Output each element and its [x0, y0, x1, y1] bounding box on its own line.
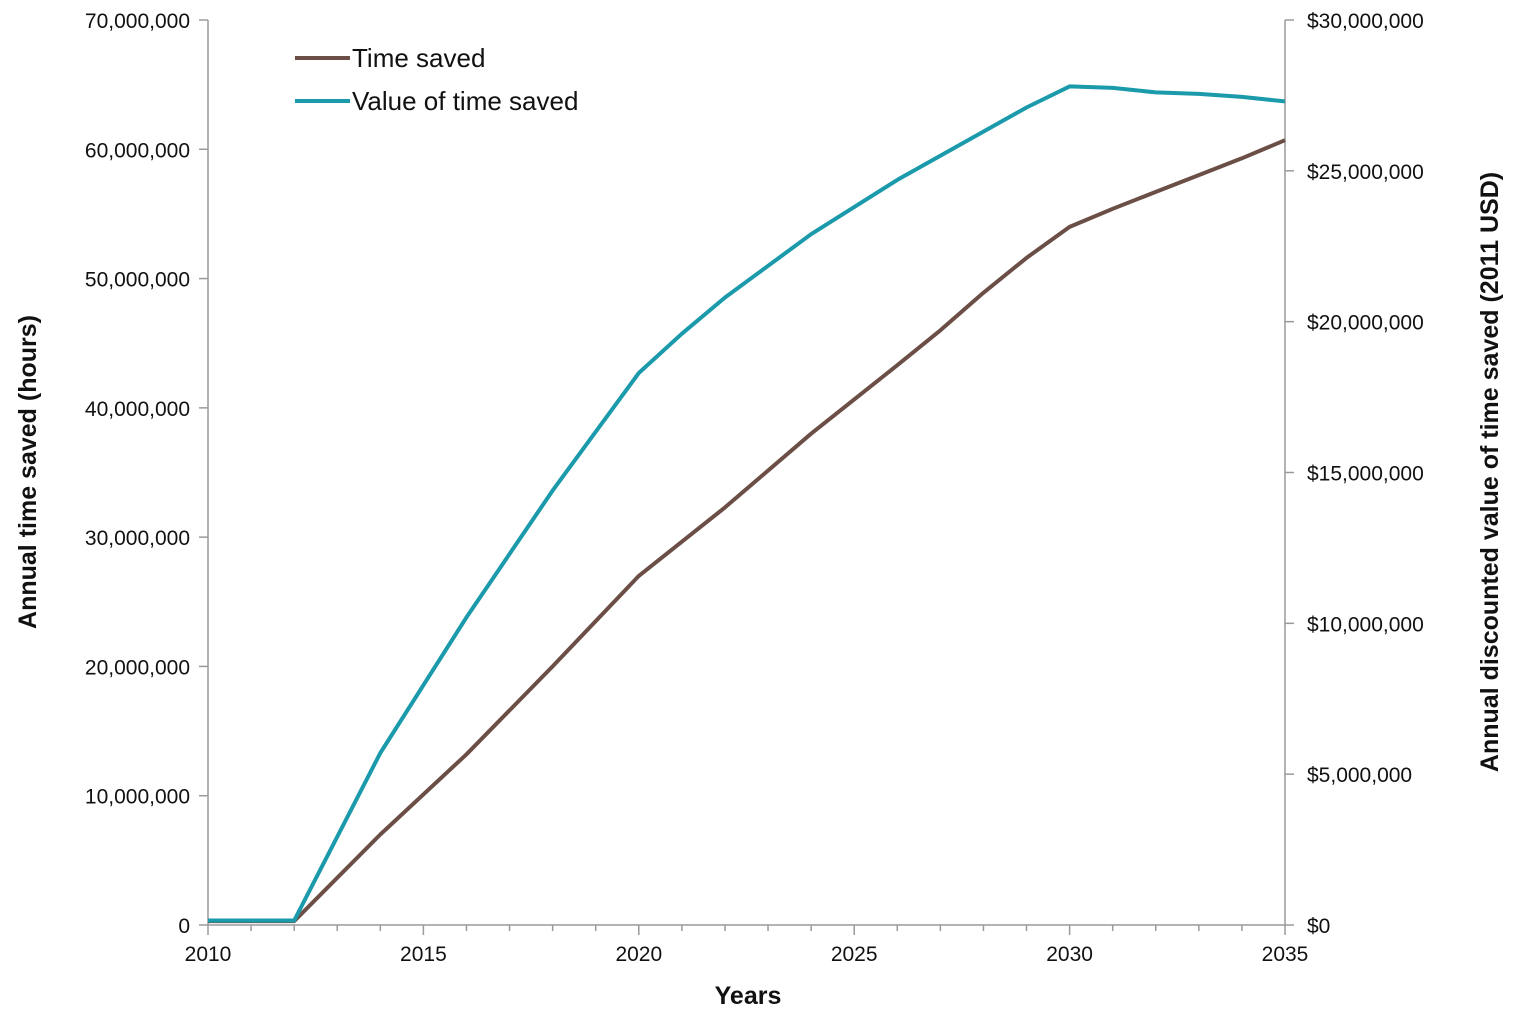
y-left-tick-label: 10,000,000 [85, 786, 190, 809]
y-left-tick-label: 30,000,000 [85, 527, 190, 550]
y-axis-right-title: Annual discounted value of time saved (2… [1476, 172, 1504, 772]
y-left-tick-label: 20,000,000 [85, 656, 190, 679]
y-axis-left-title: Annual time saved (hours) [14, 315, 42, 629]
y-left-tick-label: 70,000,000 [85, 10, 190, 33]
x-axis-title: Years [715, 982, 782, 1010]
axes: 2010 2015 2020 2025 2030 2035 0 10,000,000 20,00… [85, 10, 1424, 966]
y-left-tick-label: 0 [178, 915, 190, 938]
y-right-tick-label: $5,000,000 [1307, 764, 1412, 787]
x-tick-label: 2030 [1046, 943, 1093, 966]
legend-label: Time saved [352, 43, 485, 73]
x-tick-label: 2025 [831, 943, 878, 966]
y-right-tick-label: $20,000,000 [1307, 312, 1424, 335]
legend: Time saved Value of time saved [295, 43, 578, 116]
x-tick-label: 2020 [615, 943, 662, 966]
y-left-tick-label: 50,000,000 [85, 269, 190, 292]
legend-label: Value of time saved [352, 86, 578, 116]
y-right-tick-label: $0 [1307, 915, 1330, 938]
x-tick-label: 2010 [185, 943, 232, 966]
y-right-tick-label: $30,000,000 [1307, 10, 1424, 33]
series-layer [208, 84, 1286, 924]
y-right-tick-label: $15,000,000 [1307, 463, 1424, 486]
y-left-tick-label: 40,000,000 [85, 398, 190, 421]
y-left-tick-label: 60,000,000 [85, 139, 190, 162]
y-right-tick-label: $25,000,000 [1307, 161, 1424, 184]
y-right-tick-label: $10,000,000 [1307, 613, 1424, 636]
series-line-value-of-time-saved [208, 84, 1286, 923]
x-tick-label: 2035 [1262, 943, 1309, 966]
series-line-time-saved [208, 138, 1286, 924]
x-tick-label: 2015 [400, 943, 447, 966]
